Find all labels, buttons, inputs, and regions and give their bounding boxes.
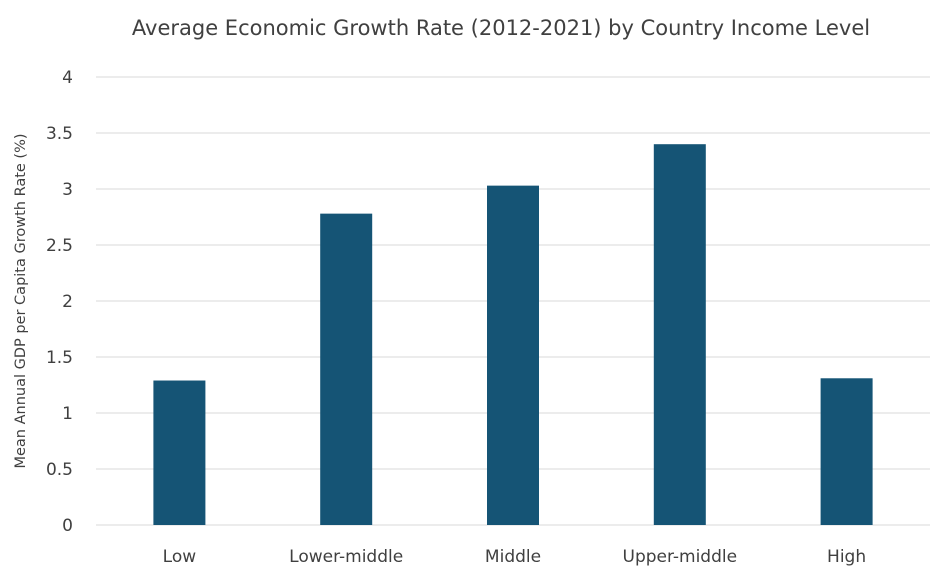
- y-tick-label: 1.5: [46, 348, 73, 368]
- bar-high: [820, 378, 873, 525]
- y-tick-label: 2: [62, 292, 73, 312]
- y-tick-label: 0: [62, 516, 73, 536]
- y-axis-title: Mean Annual GDP per Capita Growth Rate (…: [13, 133, 29, 468]
- x-tick-label: Lower-middle: [289, 547, 403, 567]
- y-tick-label: 3: [62, 180, 73, 200]
- y-tick-label: 3.5: [46, 124, 73, 144]
- x-tick-label: Upper-middle: [623, 547, 738, 567]
- bars: [153, 144, 873, 525]
- bar-low: [153, 380, 206, 525]
- x-axis-ticks: Low Lower-middle Middle Upper-middle High: [163, 547, 866, 567]
- x-tick-label: Low: [163, 547, 197, 567]
- bar-upper-middle: [653, 144, 706, 525]
- chart-title: Average Economic Growth Rate (2012-2021)…: [132, 16, 870, 40]
- x-tick-label: High: [827, 547, 866, 567]
- y-tick-label: 0.5: [46, 460, 73, 480]
- bar-middle: [487, 185, 539, 525]
- y-tick-label: 2.5: [46, 236, 73, 256]
- y-axis-ticks: 0 0.5 1 1.5 2 2.5 3 3.5 4: [46, 68, 73, 536]
- y-tick-label: 4: [62, 68, 73, 88]
- bar-lower-middle: [320, 213, 373, 525]
- y-tick-label: 1: [62, 404, 73, 424]
- x-tick-label: Middle: [485, 547, 541, 567]
